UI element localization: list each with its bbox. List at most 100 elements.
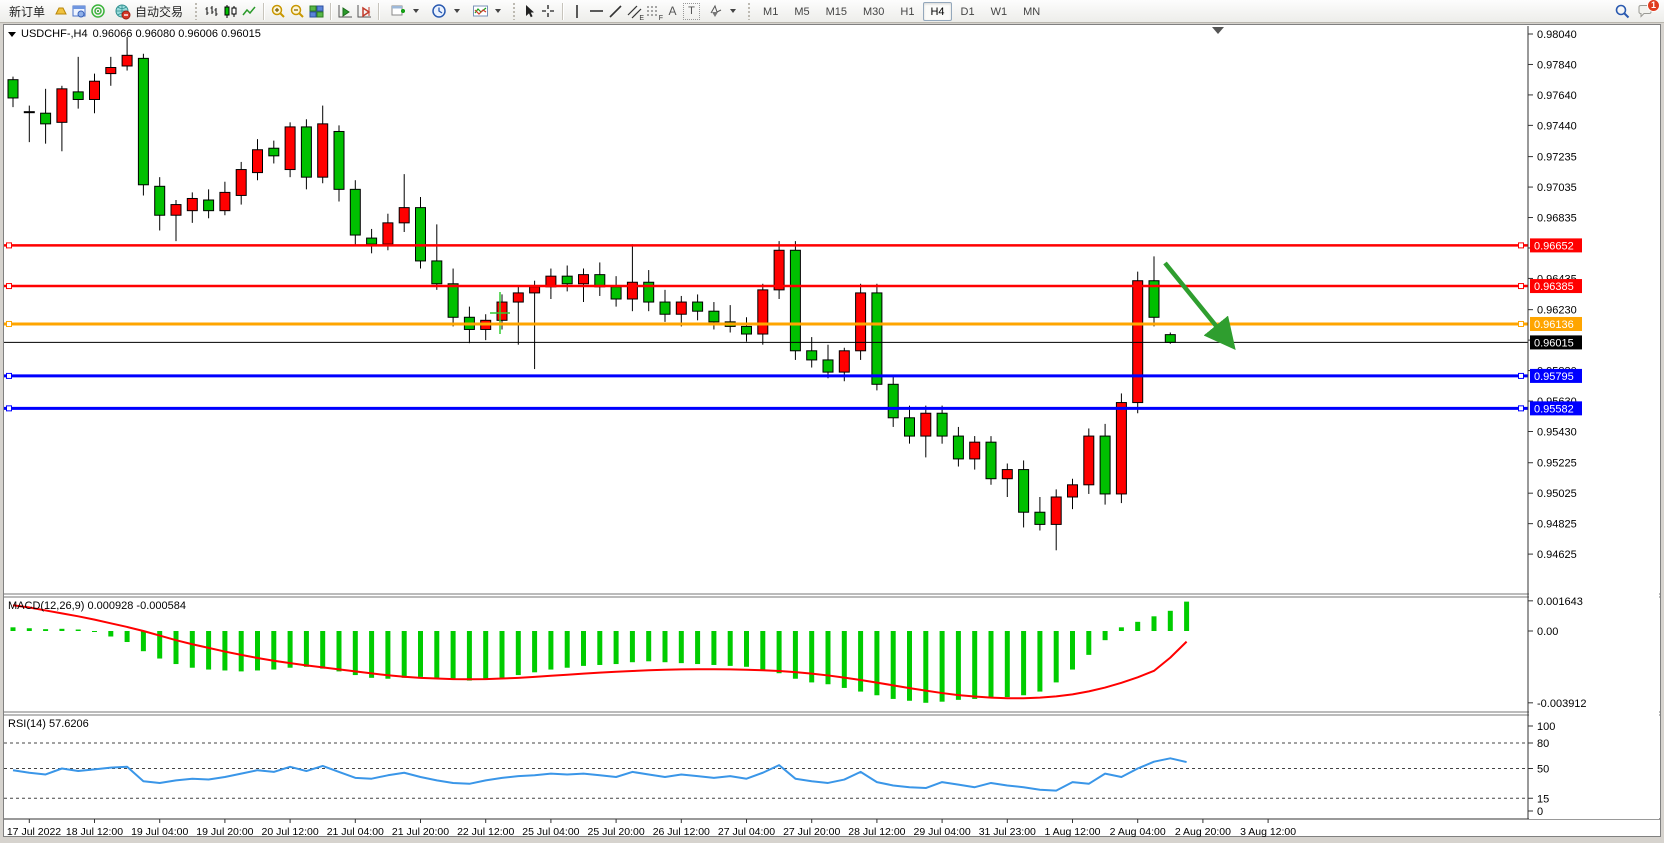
crosshair-tool-icon[interactable] (540, 3, 557, 20)
date-label: 20 Jul 12:00 (261, 826, 318, 838)
macd-bar (1151, 616, 1157, 631)
date-label: 22 Jul 12:00 (457, 826, 514, 838)
macd-bar (597, 631, 603, 665)
symbol-dropdown-icon[interactable] (8, 31, 16, 37)
timeframe-mn[interactable]: MN (1023, 5, 1041, 18)
svg-text:0.95582: 0.95582 (1534, 403, 1574, 415)
macd-bar (255, 631, 260, 671)
fibonacci-tool-icon[interactable]: F (645, 3, 663, 22)
macd-bar (369, 631, 375, 678)
horizontal-line-0.96136[interactable] (4, 320, 1528, 327)
macd-bar (26, 628, 32, 631)
new-order-button[interactable]: 新订单 (4, 1, 50, 21)
zoom-out-icon[interactable] (289, 3, 306, 20)
macd-bar (858, 631, 864, 692)
trend-arrow-annotation[interactable] (1163, 261, 1236, 350)
autotrading-globe-icon (114, 3, 131, 20)
candle-up (252, 149, 263, 174)
signal-icon[interactable] (90, 3, 107, 20)
tile-windows-icon[interactable] (308, 3, 325, 20)
horizontal-line-0.95795[interactable] (4, 372, 1528, 379)
macd-bar (320, 631, 326, 669)
period-button[interactable] (426, 1, 465, 21)
candle-up (496, 301, 508, 321)
new-chart-button[interactable] (385, 1, 424, 21)
bar-chart-mode-icon[interactable] (203, 3, 220, 20)
plus-marker-annotation[interactable] (490, 292, 510, 334)
candlestick-mode-icon[interactable] (222, 3, 239, 20)
line-chart-mode-icon[interactable] (241, 3, 258, 20)
svg-text:0.98040: 0.98040 (1537, 29, 1577, 41)
chart-canvas[interactable]: 0.98040 0.97840 0.97640 0.97440 0.97235 0.970… (0, 24, 1664, 843)
macd-bar (92, 631, 97, 632)
chart-shift-icon[interactable] (356, 3, 373, 20)
indicators-button[interactable] (467, 1, 506, 21)
macd-bar (1102, 631, 1108, 641)
market-watch-icon[interactable] (71, 3, 88, 20)
rsi-pane[interactable] (4, 742, 1528, 799)
date-label: 25 Jul 04:00 (522, 826, 579, 838)
trendline-tool-icon[interactable] (607, 3, 624, 20)
vertical-line-tool-icon[interactable] (569, 3, 586, 20)
gold-ingot-icon[interactable] (52, 3, 69, 20)
search-icon[interactable] (1614, 3, 1631, 20)
text-label-tool-icon[interactable]: T (683, 2, 701, 20)
timeframe-h1[interactable]: H1 (900, 5, 915, 18)
horizontal-line-tool-icon[interactable] (588, 3, 605, 20)
toolbar-grip[interactable] (511, 2, 517, 20)
timeframe-h4[interactable]: H4 (923, 1, 952, 21)
svg-text:0.95225: 0.95225 (1537, 458, 1577, 470)
candle-up (512, 292, 524, 303)
date-axis[interactable]: 17 Jul 2022 18 Jul 12:00 19 Jul 04:00 19 Ju… (7, 819, 1296, 838)
timeframe-d1[interactable]: D1 (960, 5, 975, 18)
toolbar-grip[interactable] (193, 2, 199, 20)
macd-bar (434, 631, 440, 679)
macd-bar (385, 631, 391, 679)
line-handle (1518, 283, 1524, 290)
cursor-tool-icon[interactable] (521, 3, 538, 20)
price-axis[interactable]: 0.98040 0.97840 0.97640 0.97440 0.97235 0.970… (1527, 25, 1659, 819)
date-label: 27 Jul 20:00 (783, 826, 840, 838)
timeframe-m15[interactable]: M15 (825, 5, 847, 18)
svg-text:100: 100 (1537, 721, 1555, 733)
candle-down (659, 301, 671, 315)
main-toolbar: 新订单 自动交易 (0, 0, 1664, 23)
macd-bar (711, 631, 717, 665)
timeframe-m30[interactable]: M30 (863, 5, 885, 18)
line-handle (6, 283, 12, 290)
candle-up (529, 286, 541, 294)
candle-down (1164, 334, 1176, 343)
candle-up (1001, 469, 1013, 480)
candle-up (121, 54, 133, 67)
auto-scroll-icon[interactable] (337, 3, 354, 20)
candle-down (1099, 435, 1111, 495)
notifications-icon[interactable]: 1 (1637, 0, 1660, 20)
date-label: 31 Jul 23:00 (979, 826, 1036, 838)
macd-bar (108, 631, 114, 637)
macd-pane[interactable] (10, 601, 1190, 703)
text-tool-icon[interactable]: A (668, 3, 677, 18)
timeframe-m1[interactable]: M1 (763, 5, 779, 18)
macd-bar (939, 631, 945, 702)
candle-up (969, 441, 981, 460)
svg-text:0.97035: 0.97035 (1537, 182, 1577, 194)
date-label: 1 Aug 12:00 (1044, 826, 1100, 838)
macd-bar (1004, 631, 1010, 698)
channel-tool-icon[interactable]: E (626, 3, 644, 22)
horizontal-line-0.95582[interactable] (4, 405, 1528, 412)
candle-down (985, 441, 997, 480)
macd-bar (744, 631, 749, 667)
horizontal-line-0.96652[interactable] (4, 242, 1528, 249)
timeframe-w1[interactable]: W1 (990, 5, 1008, 18)
horizontal-line-0.96385[interactable] (4, 283, 1528, 290)
macd-bar (955, 631, 961, 700)
macd-bar (695, 631, 701, 665)
zoom-in-icon[interactable] (270, 3, 287, 20)
chart-shift-marker[interactable] (1212, 27, 1224, 34)
macd-bar (303, 631, 309, 667)
macd-signal-line (12, 604, 1188, 700)
toolbar-grip[interactable] (746, 2, 752, 20)
timeframe-m5[interactable]: M5 (794, 5, 810, 18)
arrows-tool-button[interactable] (702, 1, 741, 21)
autotrading-button[interactable]: 自动交易 (109, 1, 188, 21)
